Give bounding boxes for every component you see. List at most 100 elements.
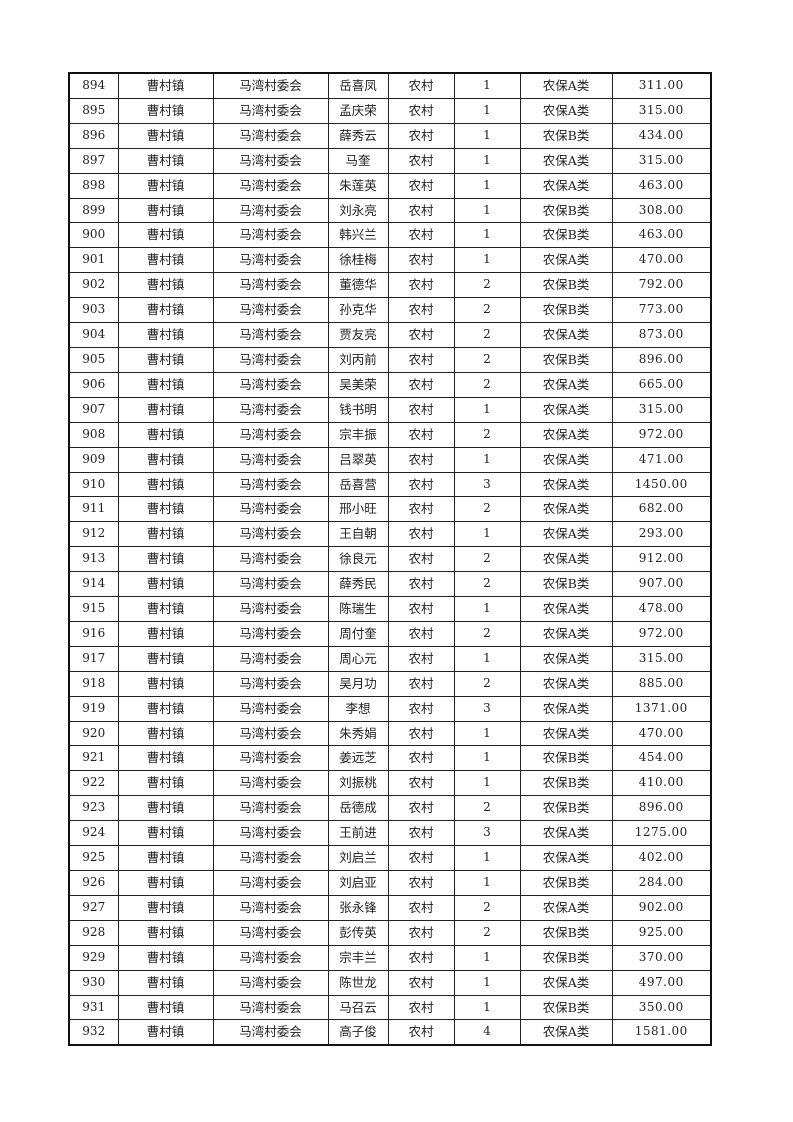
cell-index: 897 xyxy=(68,147,119,174)
cell-name: 贾友亮 xyxy=(327,322,389,348)
cell-index: 925 xyxy=(68,845,119,871)
cell-residence: 农村 xyxy=(387,571,455,598)
table-row: 926 曹村镇 马湾村委会 刘启亚 农村 1 农保B类 284.00 xyxy=(68,870,712,896)
cell-town: 曹村镇 xyxy=(117,820,214,847)
cell-amount: 912.00 xyxy=(611,546,712,573)
cell-index: 918 xyxy=(68,670,119,697)
cell-town: 曹村镇 xyxy=(117,770,214,797)
cell-town: 曹村镇 xyxy=(117,795,214,822)
cell-name: 陈瑞生 xyxy=(327,596,389,622)
cell-category: 农保B类 xyxy=(519,870,613,896)
cell-category: 农保A类 xyxy=(519,546,613,573)
cell-index: 923 xyxy=(68,795,119,822)
cell-town: 曹村镇 xyxy=(117,222,214,249)
cell-name: 徐桂梅 xyxy=(327,247,389,274)
cell-household-size: 2 xyxy=(453,496,521,523)
cell-index: 900 xyxy=(68,222,119,249)
cell-town: 曹村镇 xyxy=(117,870,214,896)
cell-index: 913 xyxy=(68,546,119,573)
cell-village-committee: 马湾村委会 xyxy=(212,1019,329,1046)
cell-town: 曹村镇 xyxy=(117,396,214,423)
cell-name: 周心元 xyxy=(327,645,389,672)
cell-village-committee: 马湾村委会 xyxy=(212,571,329,598)
cell-category: 农保A类 xyxy=(519,446,613,473)
cell-household-size: 2 xyxy=(453,919,521,946)
cell-household-size: 2 xyxy=(453,346,521,373)
cell-household-size: 1 xyxy=(453,994,521,1021)
table-row: 923 曹村镇 马湾村委会 岳德成 农村 2 农保B类 896.00 xyxy=(68,795,712,822)
cell-name: 岳德成 xyxy=(327,795,389,822)
cell-amount: 896.00 xyxy=(611,346,712,373)
cell-village-committee: 马湾村委会 xyxy=(212,745,329,772)
cell-household-size: 1 xyxy=(453,944,521,971)
cell-town: 曹村镇 xyxy=(117,446,214,473)
cell-index: 911 xyxy=(68,496,119,523)
cell-amount: 293.00 xyxy=(611,521,712,548)
cell-residence: 农村 xyxy=(387,346,455,373)
cell-residence: 农村 xyxy=(387,894,455,921)
cell-residence: 农村 xyxy=(387,371,455,398)
table-body: 894 曹村镇 马湾村委会 岳喜凤 农村 1 农保A类 311.00 895 曹村镇 马湾村委会 孟庆… xyxy=(68,72,712,1046)
table-row: 918 曹村镇 马湾村委会 吴月功 农村 2 农保A类 885.00 xyxy=(68,670,712,697)
cell-town: 曹村镇 xyxy=(117,695,214,722)
cell-name: 岳喜营 xyxy=(327,471,389,498)
cell-household-size: 4 xyxy=(453,1019,521,1046)
cell-residence: 农村 xyxy=(387,546,455,573)
table-row: 910 曹村镇 马湾村委会 岳喜营 农村 3 农保A类 1450.00 xyxy=(68,471,712,498)
cell-household-size: 3 xyxy=(453,820,521,847)
cell-village-committee: 马湾村委会 xyxy=(212,620,329,647)
cell-village-committee: 马湾村委会 xyxy=(212,695,329,722)
cell-amount: 478.00 xyxy=(611,596,712,622)
cell-residence: 农村 xyxy=(387,72,455,99)
cell-household-size: 3 xyxy=(453,471,521,498)
cell-category: 农保A类 xyxy=(519,596,613,622)
cell-household-size: 1 xyxy=(453,147,521,174)
cell-category: 农保B类 xyxy=(519,197,613,224)
cell-index: 930 xyxy=(68,969,119,996)
cell-residence: 农村 xyxy=(387,297,455,324)
cell-town: 曹村镇 xyxy=(117,346,214,373)
cell-town: 曹村镇 xyxy=(117,994,214,1021)
cell-town: 曹村镇 xyxy=(117,670,214,697)
cell-village-committee: 马湾村委会 xyxy=(212,645,329,672)
table-row: 920 曹村镇 马湾村委会 朱秀娟 农村 1 农保A类 470.00 xyxy=(68,720,712,747)
cell-amount: 792.00 xyxy=(611,272,712,299)
cell-residence: 农村 xyxy=(387,645,455,672)
cell-name: 朱秀娟 xyxy=(327,720,389,747)
cell-category: 农保B类 xyxy=(519,571,613,598)
cell-residence: 农村 xyxy=(387,695,455,722)
cell-residence: 农村 xyxy=(387,720,455,747)
cell-village-committee: 马湾村委会 xyxy=(212,446,329,473)
table-row: 924 曹村镇 马湾村委会 王前进 农村 3 农保A类 1275.00 xyxy=(68,820,712,847)
table-row: 895 曹村镇 马湾村委会 孟庆荣 农村 1 农保A类 315.00 xyxy=(68,97,712,124)
cell-village-committee: 马湾村委会 xyxy=(212,72,329,99)
cell-town: 曹村镇 xyxy=(117,172,214,199)
cell-index: 904 xyxy=(68,322,119,348)
table-row: 925 曹村镇 马湾村委会 刘启兰 农村 1 农保A类 402.00 xyxy=(68,845,712,871)
cell-category: 农保A类 xyxy=(519,645,613,672)
cell-amount: 885.00 xyxy=(611,670,712,697)
cell-name: 孙克华 xyxy=(327,297,389,324)
cell-village-committee: 马湾村委会 xyxy=(212,720,329,747)
cell-town: 曹村镇 xyxy=(117,496,214,523)
cell-village-committee: 马湾村委会 xyxy=(212,371,329,398)
cell-amount: 311.00 xyxy=(611,72,712,99)
cell-name: 钱书明 xyxy=(327,396,389,423)
table-row: 919 曹村镇 马湾村委会 李想 农村 3 农保A类 1371.00 xyxy=(68,695,712,722)
cell-town: 曹村镇 xyxy=(117,97,214,124)
cell-amount: 873.00 xyxy=(611,322,712,348)
cell-residence: 农村 xyxy=(387,521,455,548)
cell-household-size: 1 xyxy=(453,396,521,423)
table-row: 905 曹村镇 马湾村委会 刘丙前 农村 2 农保B类 896.00 xyxy=(68,346,712,373)
cell-category: 农保A类 xyxy=(519,247,613,274)
cell-name: 高子俊 xyxy=(327,1019,389,1046)
cell-amount: 1371.00 xyxy=(611,695,712,722)
table-row: 928 曹村镇 马湾村委会 彭传英 农村 2 农保B类 925.00 xyxy=(68,919,712,946)
cell-town: 曹村镇 xyxy=(117,521,214,548)
cell-amount: 308.00 xyxy=(611,197,712,224)
cell-name: 刘永亮 xyxy=(327,197,389,224)
cell-category: 农保B类 xyxy=(519,297,613,324)
cell-village-committee: 马湾村委会 xyxy=(212,596,329,622)
cell-residence: 农村 xyxy=(387,845,455,871)
cell-household-size: 1 xyxy=(453,521,521,548)
